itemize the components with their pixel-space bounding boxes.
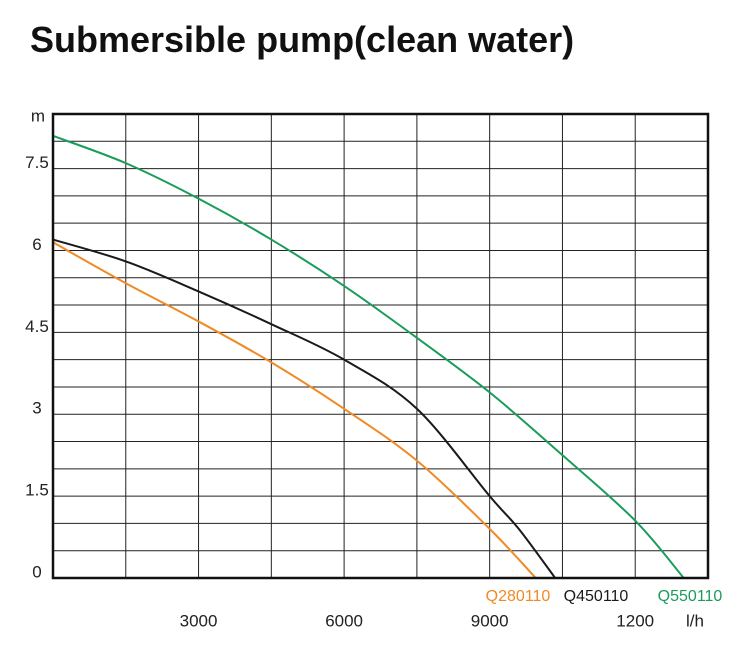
- x-tick-label: 3000: [180, 611, 218, 630]
- chart-title: Submersible pump(clean water): [30, 19, 574, 60]
- line-series: [52, 134, 685, 579]
- line-series: [52, 238, 556, 579]
- x-axis-label: l/h: [686, 611, 704, 630]
- y-tick-label: 3: [32, 399, 41, 418]
- x-tick-label: 1200: [616, 611, 654, 630]
- plot-frame: [51, 112, 710, 580]
- x-tick-label: 9000: [471, 611, 509, 630]
- y-tick-label: 0: [32, 562, 41, 581]
- legend-label: Q450110: [564, 588, 629, 605]
- y-tick-label: 4.5: [25, 317, 49, 336]
- x-tick-label: 6000: [325, 611, 363, 630]
- y-tick-label: 7.5: [25, 153, 49, 172]
- y-axis-label: m: [31, 106, 45, 125]
- legend-label: Q550110: [658, 588, 723, 605]
- y-tick-label: 6: [32, 235, 41, 254]
- legend-label: Q280110: [486, 588, 551, 605]
- line-series: [52, 241, 537, 579]
- y-tick-label: 1.5: [25, 481, 49, 500]
